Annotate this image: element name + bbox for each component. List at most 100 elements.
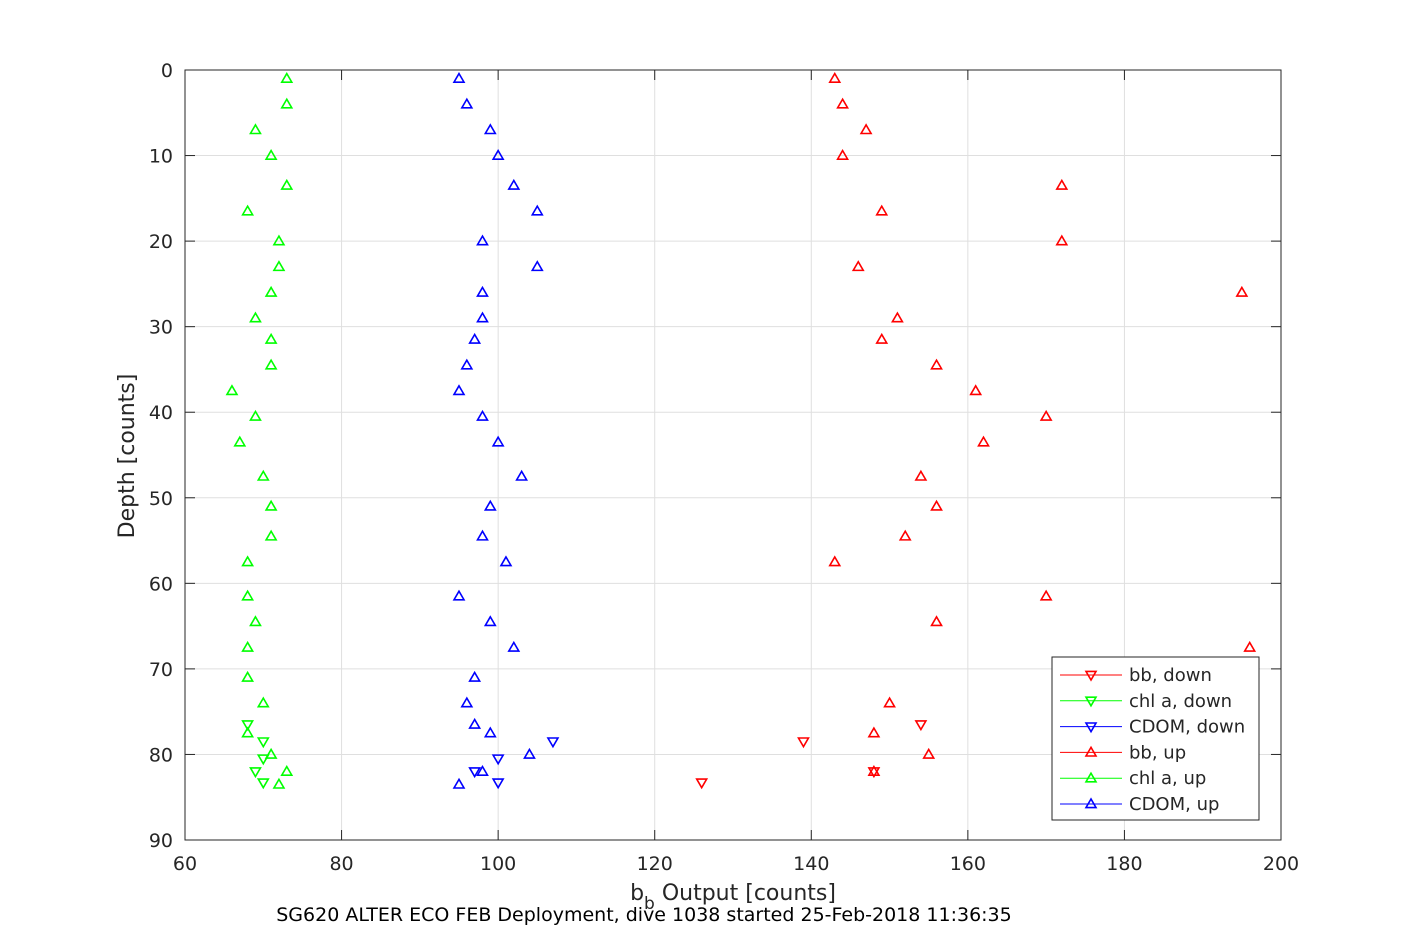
legend-marker [1084,696,1098,708]
y-tick-label: 80 [149,744,173,766]
data-point [930,358,943,370]
x-tick-label: 200 [1263,853,1299,875]
data-point [828,71,842,83]
data-point [914,469,928,481]
x-axis-label-rest: Output [counts] [655,881,836,906]
data-point [468,332,482,344]
x-axis-label-main: b [630,881,644,906]
data-point [241,204,255,216]
data-point [264,332,278,344]
x-tick-label: 140 [793,853,829,875]
x-tick-label: 160 [950,853,986,875]
x-tick-label: 100 [480,853,516,875]
data-point [499,555,513,567]
series-bb-up [828,71,1257,776]
data-point [272,777,286,789]
data-point [930,615,943,627]
y-tick-label: 0 [161,60,173,82]
data-point [476,311,489,323]
data-point [452,589,466,601]
data-point [491,148,505,160]
data-point [875,332,889,344]
data-point [507,178,521,190]
chart-footer-caption: SG620 ALTER ECO FEB Deployment, dive 103… [276,904,1012,926]
data-point [264,529,278,541]
data-point [867,726,881,738]
x-tick-label: 60 [173,853,197,875]
data-point [280,71,294,83]
series-chl-a-up [225,71,294,789]
data-point [460,97,474,109]
data-point [875,204,889,216]
data-point [241,720,255,732]
data-point [241,555,255,567]
legend: bb, down chl a, down CDOM, down bb, up chl a… [1051,656,1260,821]
data-point [249,615,262,627]
data-point [530,260,544,272]
legend-label: chl a, up [1129,768,1206,789]
data-point [241,589,255,601]
data-point [491,435,505,447]
data-point [452,777,466,789]
data-point [1055,178,1069,190]
data-point [272,234,286,246]
data-point [249,311,262,323]
data-point [225,384,239,396]
x-tick-label: 80 [329,853,353,875]
data-point [1039,589,1053,601]
legend-marker [1084,771,1098,783]
legend-label: chl a, down [1129,691,1232,712]
data-point [468,717,482,729]
data-point [483,726,497,738]
data-point [264,358,278,370]
data-point [1055,234,1069,246]
data-point [280,97,294,109]
y-axis-label: Depth [counts] [115,374,140,539]
series-chl-a-down [241,720,270,790]
data-point [898,529,912,541]
data-point [851,260,865,272]
data-point [797,737,810,749]
legend-marker [1084,722,1098,734]
data-point [476,285,489,297]
data-point [483,615,497,627]
data-point [460,696,474,708]
legend-label: bb, up [1129,742,1186,763]
y-tick-label: 30 [149,317,173,339]
data-point [530,204,544,216]
data-point [483,499,497,511]
data-point [969,384,983,396]
data-point [233,435,247,447]
legend-label: CDOM, up [1129,794,1219,815]
data-point [836,97,849,109]
data-point [264,285,278,297]
data-point [249,123,262,135]
x-axis-label: bb Output [counts] [630,881,836,914]
legend-label: CDOM, down [1129,717,1245,738]
x-tick-label: 120 [637,853,673,875]
data-point [883,696,896,708]
data-point [914,720,928,732]
plot-area-border [184,69,1282,841]
data-point [930,499,943,511]
axis-ticks: 60 80 100 120 140 160 180 200 0 10 20 30 40 50 60 70 80 9… [149,60,1299,875]
data-point [867,764,881,776]
data-point [452,384,466,396]
data-point [256,696,270,708]
data-point [256,469,270,481]
data-point [491,778,505,790]
y-tick-label: 40 [149,402,173,424]
data-point [249,767,262,779]
data-point [468,767,482,779]
data-point [476,764,489,776]
data-point [1243,640,1257,652]
data-point [483,123,497,135]
y-tick-label: 50 [149,488,173,510]
x-axis-label-subscript: b [644,894,655,914]
data-point [460,358,474,370]
data-point [241,670,255,682]
data-point [272,260,286,272]
legend-label: bb, down [1129,665,1212,686]
data-point [476,409,489,421]
